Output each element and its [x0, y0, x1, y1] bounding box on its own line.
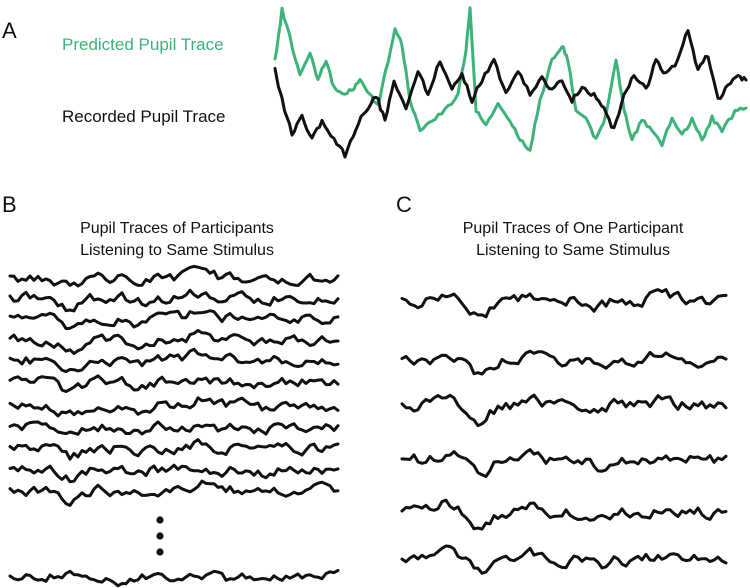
panel-c-letter: C [396, 192, 412, 217]
panel-b-letter: B [2, 192, 17, 217]
repeat-trace-line [400, 498, 728, 531]
participant-trace-line [8, 568, 340, 588]
repeat-trace-line [400, 393, 728, 428]
repeat-trace-line [400, 448, 728, 478]
panel-b-traces [8, 264, 340, 588]
panel-c-title-line2: Listening to Same Stimulus [476, 242, 670, 259]
participant-trace-line [8, 309, 340, 331]
participant-trace-line [8, 396, 340, 418]
participant-trace-line [8, 347, 340, 374]
panel-a: A Predicted Pupil Trace Recorded Pupil T… [2, 6, 748, 159]
repeat-trace-line [400, 349, 728, 376]
participant-trace-line [8, 463, 340, 484]
participant-trace-line [8, 288, 340, 313]
recorded-trace-label: Recorded Pupil Trace [62, 107, 225, 126]
panel-c-title-line1: Pupil Traces of One Participant [463, 220, 684, 237]
ellipsis-dot [156, 516, 164, 524]
participant-trace-line [8, 438, 340, 461]
repeat-trace-line [400, 288, 728, 319]
participant-trace-line [8, 374, 340, 393]
participant-trace-line [8, 264, 340, 288]
predicted-pupil-trace-line [273, 6, 748, 152]
panel-a-traces [273, 6, 748, 159]
panel-b: B Pupil Traces of Participants Listening… [2, 192, 340, 588]
ellipsis-dots [156, 516, 164, 556]
ellipsis-dot [156, 532, 164, 540]
participant-trace-line [8, 329, 340, 355]
predicted-trace-label: Predicted Pupil Trace [62, 35, 224, 54]
panel-c-traces [400, 288, 728, 575]
panel-a-letter: A [2, 18, 17, 43]
participant-trace-line [8, 479, 340, 507]
repeat-trace-line [400, 544, 728, 575]
panel-b-title-line2: Listening to Same Stimulus [80, 242, 274, 259]
panel-b-title-line1: Pupil Traces of Participants [80, 220, 274, 237]
recorded-pupil-trace-line [273, 29, 748, 159]
participant-trace-line [8, 420, 340, 436]
panel-c: C Pupil Traces of One Participant Listen… [396, 192, 728, 575]
ellipsis-dot [156, 548, 164, 556]
